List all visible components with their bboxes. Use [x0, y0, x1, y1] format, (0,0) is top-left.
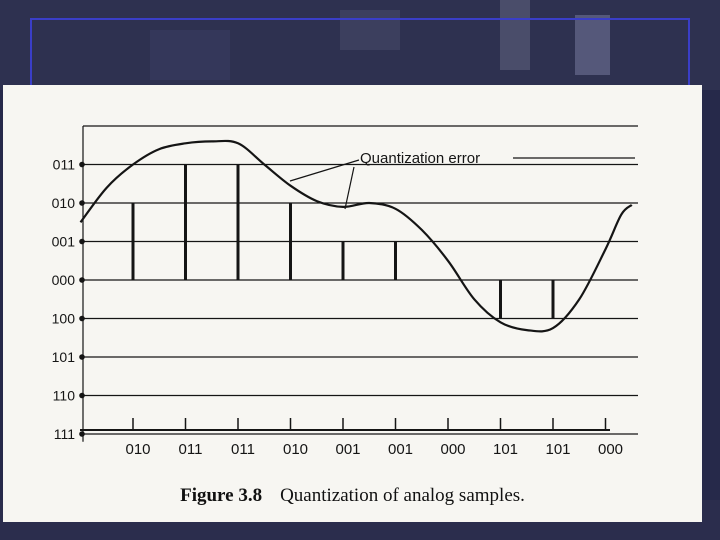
level-dot	[79, 392, 85, 399]
level-dot	[79, 200, 85, 206]
annotation-arrow-1	[289, 159, 360, 182]
quantization-chart: 011 010 001 000 100 101 110 111 010 011 011 010 001…	[52, 125, 638, 458]
level-label: 100	[52, 311, 76, 327]
level-dot	[79, 238, 85, 245]
level-label: 101	[52, 349, 76, 365]
time-ticks	[132, 418, 607, 430]
slide-frame	[30, 18, 690, 93]
level-label: 001	[52, 234, 76, 250]
figure-panel: 011 010 001 000 100 101 110 111 010 011 011 010 001…	[3, 85, 702, 522]
sample-code-label: 000	[440, 441, 465, 458]
level-label: 011	[53, 157, 76, 173]
sample-lines	[131, 164, 555, 319]
sample-code-label: 001	[335, 441, 360, 458]
level-labels: 011 010 001 000 100 101 110 111	[52, 157, 85, 442]
sample-code-label: 010	[125, 441, 150, 458]
quantization-error-annotation: Quantization error	[289, 150, 635, 210]
sample-code-label: 000	[598, 441, 623, 458]
sample-code-label: 001	[388, 441, 413, 458]
level-dot	[79, 161, 85, 168]
level-dot	[79, 431, 85, 437]
sample-code-label: 011	[231, 441, 255, 458]
sample-code-labels: 010 011 011 010 001 001 000 101 101 000	[125, 441, 623, 458]
grid	[82, 125, 638, 442]
sample-code-label: 010	[283, 441, 308, 458]
analog-signal-curve	[79, 139, 633, 333]
level-label: 110	[53, 388, 76, 404]
caption-label: Figure 3.8	[180, 485, 263, 506]
annotation-arrow-2	[344, 166, 355, 210]
level-dot	[79, 315, 85, 322]
level-dot	[79, 277, 85, 283]
level-label: 010	[52, 195, 76, 211]
figure-caption: Figure 3.8 Quantization of analog samples…	[3, 485, 702, 507]
sample-code-label: 101	[545, 441, 570, 458]
sample-code-label: 101	[493, 441, 518, 458]
quantization-error-label: Quantization error	[360, 150, 480, 167]
caption-text: Quantization of analog samples.	[280, 485, 525, 506]
level-label: 111	[54, 426, 75, 442]
sample-code-label: 011	[179, 441, 203, 458]
level-label: 000	[52, 272, 76, 288]
level-dot	[79, 354, 85, 360]
